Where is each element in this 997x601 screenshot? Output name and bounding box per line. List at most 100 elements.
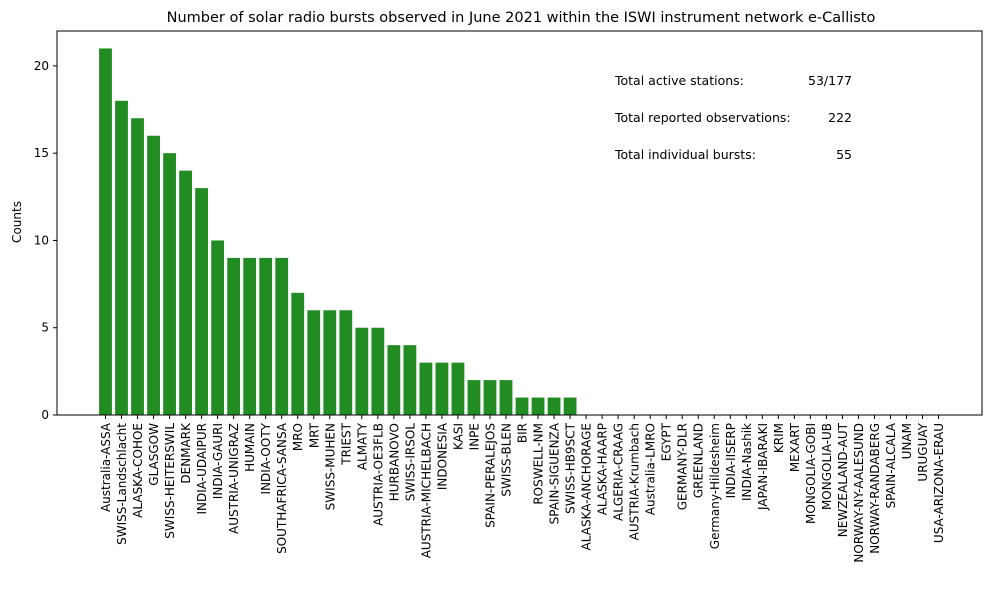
annotation-label: Total active stations: bbox=[614, 73, 744, 88]
x-tick-label: EGYPT bbox=[660, 422, 674, 461]
x-tick-label: BIR bbox=[516, 423, 530, 443]
bar bbox=[435, 362, 449, 415]
annotation-value: 55 bbox=[836, 147, 852, 162]
bar bbox=[339, 310, 353, 415]
y-tick-label: 0 bbox=[41, 408, 49, 422]
bar bbox=[467, 380, 481, 415]
x-tick-label: INPE bbox=[467, 423, 481, 450]
plot-frame bbox=[56, 30, 983, 416]
bar bbox=[483, 380, 497, 415]
bar bbox=[531, 397, 545, 415]
y-tick-label: 10 bbox=[34, 233, 49, 247]
x-tick-label: ROSWELL-NM bbox=[532, 423, 546, 505]
x-tick-label: SWISS-HB9SCT bbox=[564, 422, 578, 513]
bar bbox=[515, 397, 529, 415]
bar bbox=[419, 362, 433, 415]
x-tick-label: INDIA-GAURI bbox=[211, 423, 225, 499]
x-tick-label: INDIA-Nashik bbox=[740, 423, 754, 501]
x-tick-label: INDIA-IISERP bbox=[724, 423, 738, 498]
bar bbox=[131, 118, 144, 415]
y-axis-ticks: 0 5 10 15 20 bbox=[34, 59, 57, 422]
bar bbox=[99, 48, 112, 416]
x-tick-label: ALASKA-HAARP bbox=[596, 423, 610, 515]
x-axis-ticks: Australia-ASSA SWISS-Landschlacht ALASKA-C… bbox=[99, 415, 946, 563]
x-tick-label: ALASKA-COHOE bbox=[131, 423, 145, 518]
x-tick-label: Australia-ASSA bbox=[99, 422, 113, 512]
x-tick-label: Germany-Hildesheim bbox=[708, 423, 722, 549]
x-tick-label: SWISS-BLEN bbox=[500, 423, 514, 497]
x-tick-label: KRIM bbox=[772, 423, 786, 453]
annotation-label: Total reported observations: bbox=[614, 110, 791, 125]
x-tick-label: Australia-LMRO bbox=[644, 423, 658, 515]
bar bbox=[323, 310, 337, 415]
bar bbox=[499, 380, 513, 415]
x-tick-label: INDIA-UDAIPUR bbox=[195, 423, 209, 515]
bar bbox=[275, 257, 289, 415]
x-tick-label: SWISS-Landschlacht bbox=[115, 423, 129, 545]
bar bbox=[179, 170, 192, 415]
bar bbox=[387, 345, 401, 415]
bar bbox=[227, 257, 241, 415]
y-tick-label: 5 bbox=[41, 321, 49, 335]
x-tick-label: MONGOLIA-GOBI bbox=[804, 423, 818, 524]
x-tick-label: SWISS-IRSOL bbox=[403, 423, 417, 502]
x-tick-label: INDIA-OOTY bbox=[259, 422, 273, 494]
annotation-value: 53/177 bbox=[808, 73, 852, 88]
bar bbox=[563, 397, 577, 415]
x-tick-label: TRIEST bbox=[339, 422, 353, 465]
y-tick-label: 15 bbox=[34, 146, 49, 160]
annotation-value: 222 bbox=[828, 110, 852, 125]
bar bbox=[211, 240, 225, 415]
x-tick-label: JAPAN-IBARAKI bbox=[756, 423, 770, 511]
x-tick-label: NORWAY-RANDABERG bbox=[868, 423, 882, 554]
bar bbox=[451, 362, 465, 415]
x-tick-label: ALMATY bbox=[355, 422, 369, 470]
x-tick-label: SWISS-MUHEN bbox=[323, 423, 337, 510]
bar bbox=[259, 257, 273, 415]
bar bbox=[147, 135, 160, 415]
bar bbox=[355, 327, 369, 415]
x-tick-label: INDONESIA bbox=[435, 422, 449, 490]
x-tick-label: SWISS-HEITERSWIL bbox=[163, 423, 177, 539]
x-tick-label: DENMARK bbox=[179, 422, 193, 484]
x-tick-label: NEWZEALAND-AUT bbox=[836, 422, 850, 537]
x-tick-label: USA-ARIZONA-ERAU bbox=[932, 423, 946, 543]
bar bbox=[291, 292, 305, 415]
bar bbox=[115, 100, 128, 416]
x-tick-label: ALGERIA-CRAAG bbox=[612, 423, 626, 521]
bar bbox=[547, 397, 561, 415]
x-tick-label: SOUTHAFRICA-SANSA bbox=[275, 422, 289, 554]
x-tick-label: GERMANY-DLR bbox=[676, 423, 690, 510]
y-axis-label: Counts bbox=[10, 201, 24, 243]
x-tick-label: SPAIN-SIGUENZA bbox=[548, 422, 562, 524]
x-tick-label: URUGUAY bbox=[916, 422, 930, 481]
bar bbox=[403, 345, 417, 415]
x-tick-label: KASI bbox=[451, 423, 465, 450]
x-tick-label: AUSTRIA-MICHELBACH bbox=[419, 423, 433, 558]
x-tick-label: AUSTRIA-Krumbach bbox=[628, 423, 642, 540]
annotation-label: Total individual bursts: bbox=[614, 147, 756, 162]
x-tick-label: MRO bbox=[291, 423, 305, 451]
x-tick-label: AUSTRIA-OE3FLB bbox=[371, 423, 385, 526]
x-tick-label: HURBANOVO bbox=[387, 423, 401, 501]
x-tick-label: MRT bbox=[307, 422, 321, 448]
bar bbox=[163, 153, 176, 415]
x-tick-label: AUSTRIA-UNIGRAZ bbox=[227, 423, 241, 534]
x-tick-label: SPAIN-ALCALA bbox=[884, 422, 898, 508]
y-tick-label: 20 bbox=[34, 59, 49, 73]
x-tick-label: MEXART bbox=[788, 422, 802, 472]
x-tick-label: ALASKA-ANCHORAGE bbox=[580, 423, 594, 550]
x-tick-label: GREENLAND bbox=[692, 423, 706, 498]
bar bbox=[243, 257, 257, 415]
bar bbox=[371, 327, 385, 415]
chart-title: Number of solar radio bursts observed in… bbox=[167, 10, 876, 26]
bar bbox=[195, 188, 209, 415]
bar bbox=[307, 310, 321, 415]
summary-annotations: Total active stations: 53/177 Total report… bbox=[614, 73, 852, 162]
x-tick-label: NORWAY-NY-AALESUND bbox=[852, 423, 866, 563]
x-tick-label: HUMAIN bbox=[243, 423, 257, 472]
bars-group bbox=[99, 48, 577, 416]
x-tick-label: UNAM bbox=[900, 423, 914, 459]
x-tick-label: GLASGOW bbox=[147, 423, 161, 486]
